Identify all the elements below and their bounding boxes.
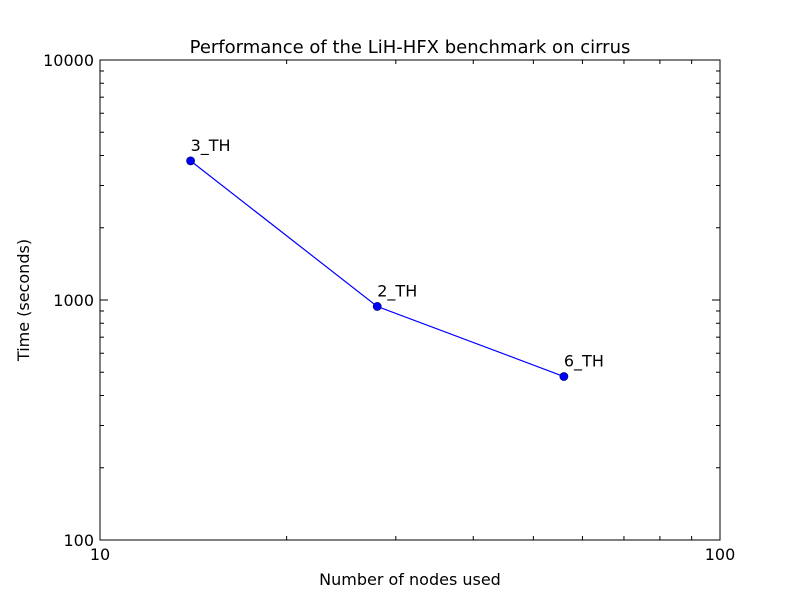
y-tick-label: 1000 [53,291,94,310]
data-label: 3_TH [191,136,231,156]
data-label: 6_TH [564,352,604,372]
series-line [190,160,565,378]
data-point [186,156,195,166]
data-label: 2_TH [377,281,417,301]
x-axis-label: Number of nodes used [319,570,501,589]
y-tick-label: 100 [63,531,94,550]
y-axis-label: Time (seconds) [14,239,33,362]
chart-title: Performance of the LiH-HFX benchmark on … [190,37,631,58]
data-point [372,302,382,311]
data-point [559,372,569,381]
x-tick-label: 10 [90,545,110,564]
y-tick-label: 10000 [43,51,94,70]
plot-area: 3_TH 2_TH 6_TH [186,136,604,381]
x-tick-label: 100 [705,545,736,564]
